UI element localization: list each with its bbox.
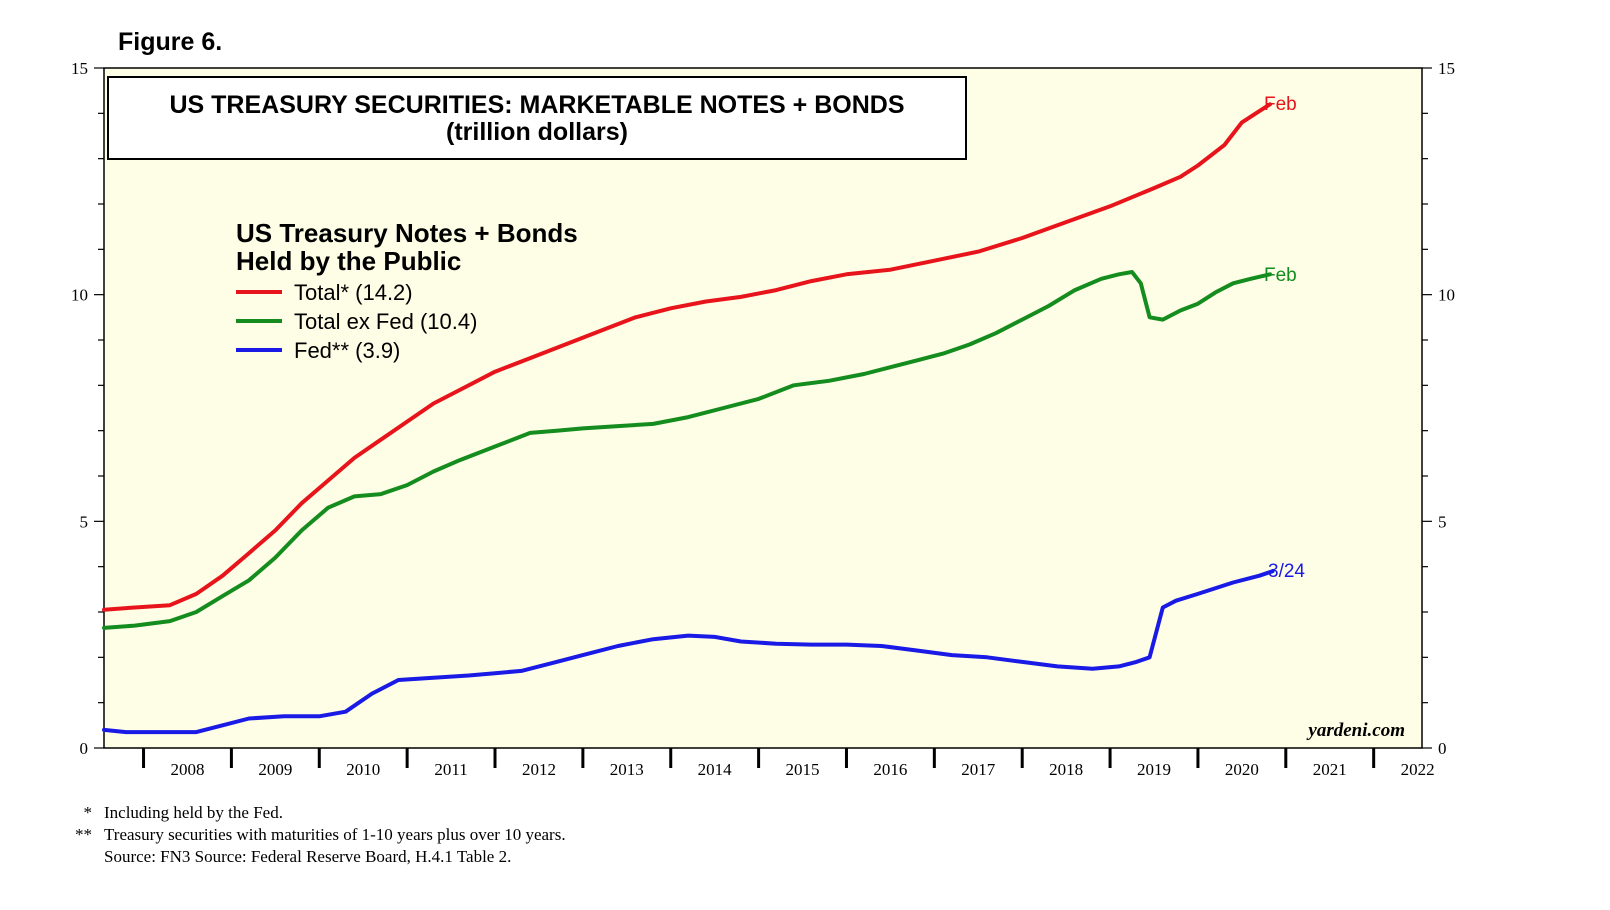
series-lines: [102, 102, 1275, 735]
footnote-2: Treasury securities with maturities of 1…: [104, 825, 566, 844]
x-tick-label: 2009: [258, 760, 292, 779]
legend-label-ex-fed: Total ex Fed (10.4): [294, 309, 477, 334]
series-fed-line: [102, 569, 1275, 735]
legend-label-fed: Fed** (3.9): [294, 338, 400, 363]
x-tick-label: 2021: [1313, 760, 1347, 779]
y-tick-label-right: 5: [1438, 512, 1447, 531]
end-label-ex-fed: Feb: [1264, 265, 1297, 286]
chart-subtitle: (trillion dollars): [446, 118, 628, 146]
series-ex-fed-line: [102, 270, 1272, 630]
x-tick-label: 2015: [786, 760, 820, 779]
axes: 0 0 5 5 10 10 15 15 2008 2009 2010 2011 2012 2013 2014…: [71, 59, 1455, 779]
y-tick-label-right: 10: [1438, 286, 1455, 305]
footnote-1: Including held by the Fed.: [104, 803, 283, 822]
x-tick-label: 2022: [1401, 760, 1435, 779]
x-tick-label: 2016: [873, 760, 907, 779]
end-label-fed: 3/24: [1268, 561, 1305, 582]
x-tick-label: 2011: [434, 760, 467, 779]
legend-title-line-1: US Treasury Notes + Bonds: [236, 218, 578, 248]
x-tick-label: 2010: [346, 760, 380, 779]
footnote-source: Source: FN3 Source: Federal Reserve Boar…: [104, 847, 511, 866]
legend-label-total: Total* (14.2): [294, 280, 413, 305]
plot-area: [103, 67, 1423, 749]
figure-label: Figure 6.: [118, 28, 222, 56]
watermark: yardeni.com: [1306, 720, 1405, 741]
y-tick-label-left: 15: [71, 59, 88, 78]
series-total-line: [102, 102, 1272, 612]
y-tick-label-right: 0: [1438, 739, 1447, 758]
legend-title-line-2: Held by the Public: [236, 246, 461, 276]
y-tick-label-left: 5: [80, 512, 89, 531]
y-tick-label-right: 15: [1438, 59, 1455, 78]
x-tick-label: 2019: [1137, 760, 1171, 779]
title-box: [107, 76, 967, 160]
x-tick-label: 2020: [1225, 760, 1259, 779]
footnote-marker-2: **: [75, 825, 92, 844]
chart-title: US TREASURY SECURITIES: MARKETABLE NOTES…: [169, 91, 904, 119]
footnote-marker-1: *: [84, 803, 93, 822]
x-tick-label: 2012: [522, 760, 556, 779]
y-tick-label-left: 0: [80, 739, 89, 758]
end-label-total: Feb: [1264, 94, 1297, 115]
x-tick-label: 2014: [698, 760, 733, 779]
y-tick-label-left: 10: [71, 286, 88, 305]
x-tick-label: 2018: [1049, 760, 1083, 779]
x-tick-label: 2017: [961, 760, 996, 779]
x-tick-label: 2008: [170, 760, 204, 779]
x-tick-label: 2013: [610, 760, 644, 779]
